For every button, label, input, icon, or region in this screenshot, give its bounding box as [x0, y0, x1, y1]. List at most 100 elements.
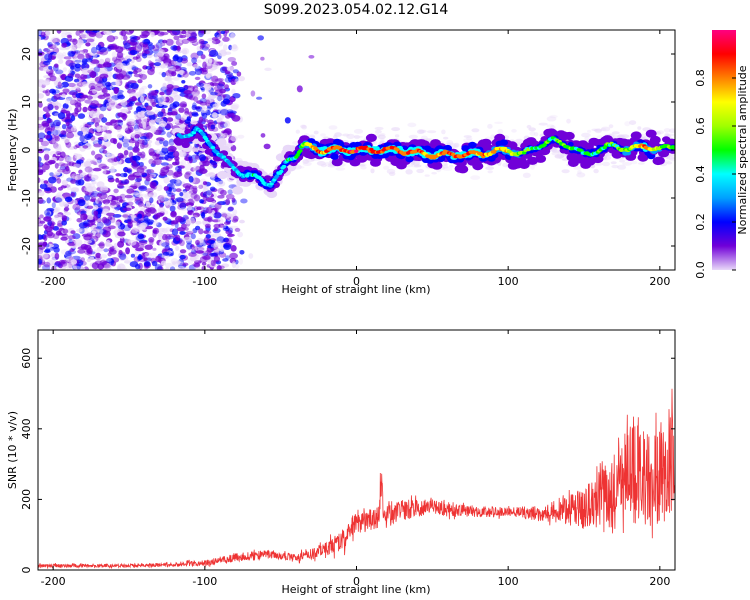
- noise-cell: [164, 210, 169, 215]
- noise-cell: [212, 113, 220, 118]
- noise-cell: [72, 38, 78, 45]
- noise-cell: [147, 257, 152, 261]
- noise-cell: [54, 197, 63, 203]
- noise-cell: [97, 94, 106, 100]
- noise-cell: [114, 225, 121, 231]
- noise-cell: [320, 163, 327, 168]
- noise-cell: [181, 38, 190, 45]
- noise-cell: [40, 31, 46, 38]
- noise-cell: [449, 164, 454, 168]
- noise-cell: [57, 220, 63, 227]
- noise-cell: [61, 233, 69, 238]
- noise-cell: [58, 259, 66, 265]
- noise-cell: [48, 44, 57, 50]
- noise-cell: [84, 99, 93, 104]
- noise-cell: [134, 180, 141, 188]
- noise-cell: [137, 123, 144, 130]
- noise-cell: [181, 47, 190, 55]
- noise-cell: [145, 202, 150, 208]
- ridge-cell: [431, 161, 443, 170]
- noise-cell: [55, 195, 64, 202]
- noise-cell: [56, 178, 62, 184]
- noise-cell: [153, 213, 159, 221]
- noise-cell: [232, 215, 239, 222]
- noise-cell: [201, 261, 207, 266]
- noise-cell: [622, 162, 632, 166]
- noise-cell: [127, 146, 133, 151]
- noise-cell: [60, 166, 65, 170]
- noise-cell: [69, 69, 75, 77]
- noise-cell: [227, 227, 234, 234]
- noise-cell: [297, 166, 305, 169]
- noise-cell: [147, 68, 155, 76]
- noise-cell: [112, 208, 119, 214]
- noise-cell: [177, 265, 185, 270]
- noise-cell: [216, 83, 225, 90]
- noise-cell: [93, 66, 101, 73]
- noise-cell: [149, 61, 154, 67]
- noise-cell: [218, 109, 227, 114]
- noise-cell: [514, 138, 524, 144]
- noise-cell: [38, 190, 45, 197]
- noise-cell: [94, 161, 103, 166]
- noise-cell: [147, 84, 153, 89]
- noise-cell: [50, 121, 55, 128]
- noise-cell: [208, 64, 218, 71]
- noise-cell: [119, 173, 128, 178]
- noise-cell: [230, 135, 238, 142]
- snr-y-tick-label: 600: [20, 348, 33, 369]
- noise-cell: [116, 183, 124, 189]
- noise-cell: [38, 124, 44, 131]
- noise-cell: [144, 209, 150, 214]
- noise-cell: [207, 105, 214, 109]
- noise-cell: [148, 191, 158, 198]
- noise-cell: [41, 120, 47, 127]
- noise-cell: [121, 113, 128, 120]
- noise-cell: [89, 80, 97, 85]
- noise-cell: [199, 164, 205, 172]
- noise-cell: [192, 187, 198, 194]
- spectrogram-x-tick-label: -200: [41, 275, 66, 288]
- noise-cell: [207, 62, 212, 67]
- noise-cell: [77, 266, 86, 270]
- noise-cell: [198, 39, 205, 45]
- noise-cell: [88, 173, 93, 177]
- noise-cell: [76, 228, 83, 233]
- noise-cell: [63, 136, 70, 143]
- noise-cell: [122, 214, 129, 218]
- noise-cell: [217, 201, 227, 206]
- noise-cell: [139, 73, 148, 80]
- noise-cell: [70, 259, 78, 265]
- noise-cell: [147, 207, 157, 214]
- spectrogram-y-axis-label: Frequency (Hz): [6, 109, 19, 192]
- snr-y-tick-label: 0: [20, 567, 33, 574]
- noise-cell: [166, 251, 172, 256]
- noise-cell: [192, 195, 201, 203]
- noise-cell: [81, 81, 90, 86]
- noise-cell: [79, 94, 88, 99]
- noise-cell: [122, 137, 130, 143]
- noise-cell: [66, 42, 72, 46]
- noise-cell: [70, 187, 79, 193]
- noise-cell: [172, 187, 177, 193]
- noise-cell: [98, 241, 105, 249]
- noise-cell: [208, 95, 216, 99]
- noise-cell: [124, 178, 130, 185]
- noise-cell: [229, 252, 239, 259]
- noise-cell: [166, 75, 171, 82]
- noise-cell: [103, 229, 108, 236]
- noise-cell: [316, 161, 326, 166]
- noise-cell: [86, 95, 93, 100]
- noise-cell: [79, 81, 88, 87]
- noise-cell: [126, 201, 134, 206]
- noise-cell: [136, 45, 142, 50]
- noise-cell: [70, 230, 76, 235]
- noise-cell: [90, 136, 98, 143]
- noise-cell: [342, 133, 350, 137]
- noise-cell: [134, 196, 141, 202]
- noise-cell: [44, 209, 50, 216]
- noise-cell: [189, 256, 197, 262]
- noise-cell: [49, 172, 54, 177]
- noise-cell: [551, 151, 559, 156]
- noise-cell: [222, 226, 231, 232]
